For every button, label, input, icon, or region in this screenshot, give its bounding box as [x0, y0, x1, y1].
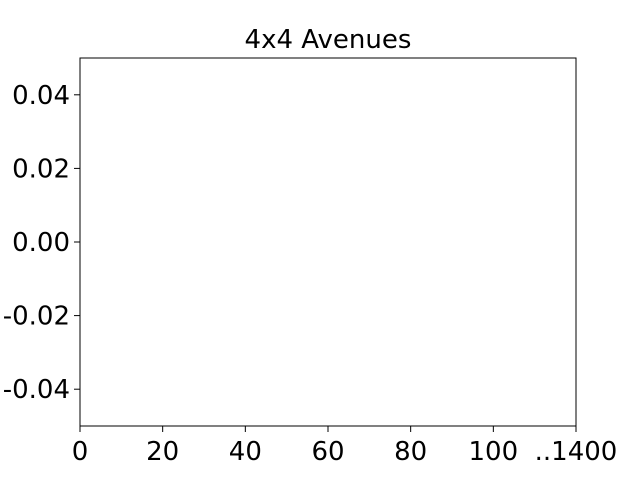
x-tick-label: 100 [469, 437, 519, 467]
y-axis: 0.04 0.02 0.00 -0.02 -0.04 [3, 81, 80, 405]
chart-title: 4x4 Avenues [245, 25, 412, 55]
y-tick-label: -0.04 [3, 375, 70, 405]
y-tick-label: 0.02 [12, 154, 70, 184]
x-tick-label: 60 [311, 437, 344, 467]
x-tick-label: 0 [72, 437, 89, 467]
y-tick-label: 0.04 [12, 81, 70, 111]
x-tick-label: 80 [394, 437, 427, 467]
x-offset-label: ..1400 [535, 437, 618, 467]
y-tick-label: -0.02 [3, 302, 70, 332]
y-tick-label: 0.00 [12, 228, 70, 258]
x-tick-label: 20 [146, 437, 179, 467]
x-tick-label: 40 [229, 437, 262, 467]
plot-frame [79, 57, 577, 427]
x-axis: 0 20 40 60 80 100 [72, 426, 577, 467]
